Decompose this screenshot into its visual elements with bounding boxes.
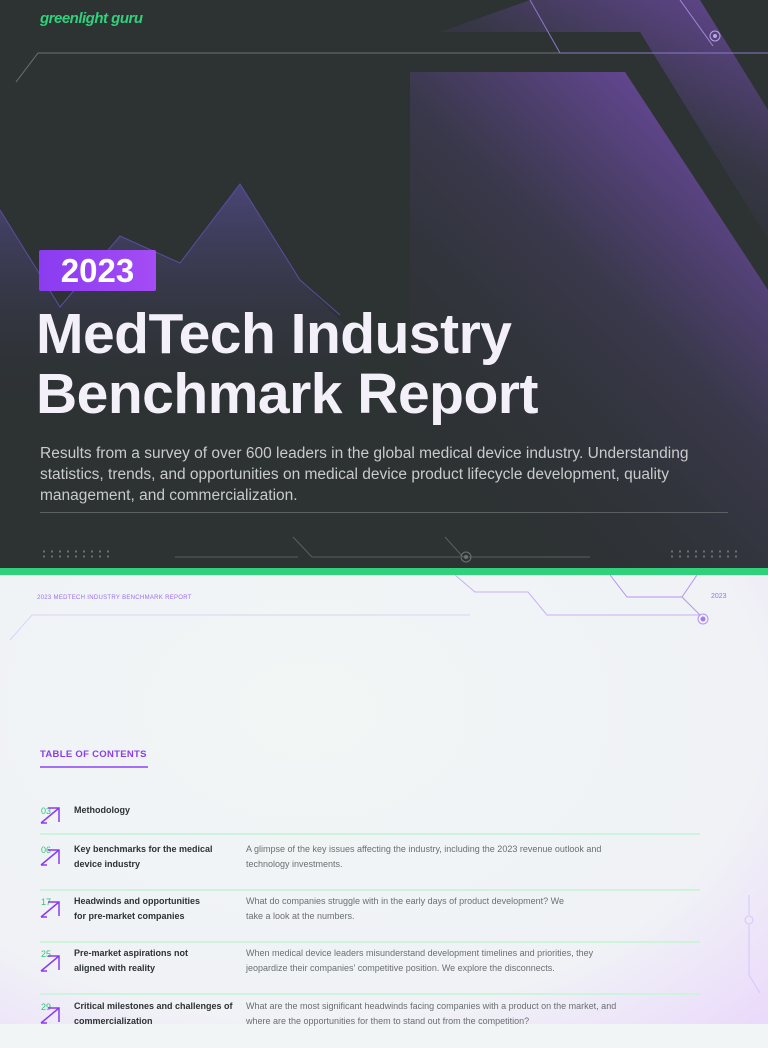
title-line-1: MedTech Industry <box>36 302 512 366</box>
toc-section-title[interactable]: Methodology <box>74 805 130 815</box>
circuit-line-decoration <box>9 575 761 994</box>
toc-row[interactable]: 17 Headwinds and opportunities for pre-m… <box>40 896 700 943</box>
report-subtitle: Results from a survey of over 600 leader… <box>40 445 689 504</box>
arrow-up-right-icon[interactable] <box>40 806 62 824</box>
toc-heading: TABLE OF CONTENTS <box>40 749 147 760</box>
report-title: MedTech Industry Benchmark Report <box>36 304 538 424</box>
toc-description: A glimpse of the key issues affecting th… <box>246 844 602 869</box>
cover-background-graphic <box>0 0 768 568</box>
toc-heading-underline <box>40 766 148 768</box>
toc-page-number: 25 <box>41 949 52 959</box>
toc-row[interactable]: 03 Methodology <box>40 805 700 835</box>
divider <box>40 512 728 513</box>
running-year: 2023 <box>711 593 727 600</box>
title-line-2: Benchmark Report <box>36 362 538 426</box>
toc-page-number: 29 <box>41 1002 52 1012</box>
toc-section-title[interactable]: Headwinds and opportunities for pre-mark… <box>74 896 201 921</box>
arrow-up-right-icon[interactable] <box>40 848 62 866</box>
arrow-up-right-icon[interactable] <box>40 1006 62 1024</box>
toc-section-title[interactable]: Critical milestones and challenges of co… <box>74 1001 233 1026</box>
arrow-up-right-icon[interactable] <box>40 900 62 918</box>
toc-row[interactable]: 29 Critical milestones and challenges of… <box>40 1001 700 1048</box>
greenlight-guru-logo: greenlight guru <box>40 10 143 27</box>
toc-description: When medical device leaders misunderstan… <box>246 948 594 973</box>
dots-decoration <box>668 549 738 559</box>
running-header: 2023 MEDTECH INDUSTRY BENCHMARK REPORT <box>37 595 192 601</box>
year-badge: 2023 <box>39 250 156 291</box>
toc-row[interactable]: 06 Key benchmarks for the medical device… <box>40 844 700 891</box>
toc-description: What are the most significant headwinds … <box>246 1001 617 1026</box>
toc-page-number: 03 <box>41 806 52 816</box>
arrow-up-right-icon[interactable] <box>40 954 62 972</box>
dots-decoration <box>40 549 110 559</box>
toc-page-number: 17 <box>41 897 52 907</box>
table-of-contents-page: 2023 MEDTECH INDUSTRY BENCHMARK REPORT 2… <box>0 575 768 1026</box>
toc-description: What do companies struggle with in the e… <box>246 896 565 921</box>
toc-section-title[interactable]: Pre-market aspirations not aligned with … <box>74 948 189 973</box>
green-divider-bar <box>0 568 768 575</box>
toc-row[interactable]: 25 Pre-market aspirations not aligned wi… <box>40 948 700 995</box>
toc-page-number: 06 <box>41 845 52 855</box>
toc-section-title[interactable]: Key benchmarks for the medical device in… <box>74 844 213 869</box>
cover-page: greenlight guru 2023 MedTech Industry Be… <box>0 0 768 568</box>
